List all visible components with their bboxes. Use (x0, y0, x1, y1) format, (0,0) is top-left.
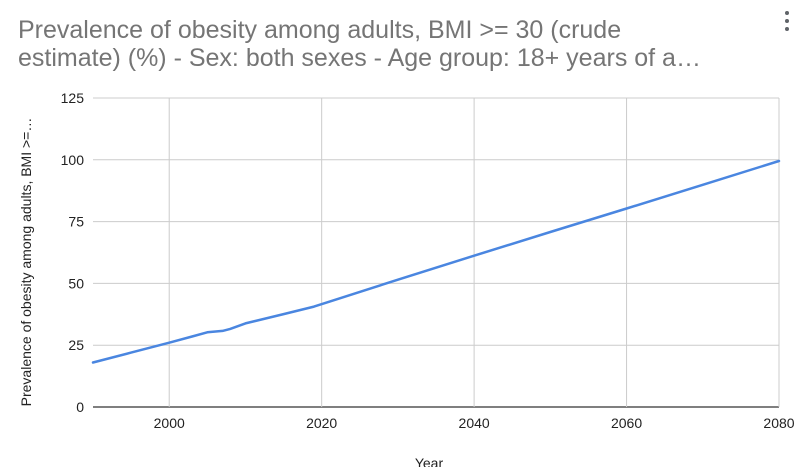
y-tick-label: 100 (61, 152, 85, 168)
y-tick-label: 75 (68, 214, 84, 230)
series-layer (91, 159, 781, 364)
y-axis-ticks: 0 25 50 75 100 125 (61, 90, 85, 415)
y-tick-label: 125 (61, 90, 85, 106)
x-tick-label: 2000 (154, 415, 185, 431)
x-tick-label: 2040 (459, 415, 490, 431)
x-tick-label: 2020 (306, 415, 337, 431)
y-axis-label: Prevalence of obesity among adults, BMI … (18, 118, 34, 407)
y-tick-label: 50 (68, 275, 84, 291)
y-tick-label: 0 (76, 399, 84, 415)
x-tick-label: 2060 (611, 415, 642, 431)
x-axis-label: Year (415, 455, 444, 467)
grid-lines (93, 97, 780, 408)
y-tick-label: 25 (68, 337, 84, 353)
x-axis-ticks: 2000 2020 2040 2060 2080 (154, 415, 795, 431)
chart-title-line-1: Prevalence of obesity among adults, BMI … (18, 16, 622, 44)
more-vert-icon[interactable] (779, 9, 795, 33)
x-tick-label: 2080 (763, 415, 794, 431)
chart-title-line-2: estimate) (%) - Sex: both sexes - Age gr… (18, 44, 701, 72)
chart-title: Prevalence of obesity among adults, BMI … (18, 16, 768, 72)
series-line[interactable] (91, 159, 781, 364)
